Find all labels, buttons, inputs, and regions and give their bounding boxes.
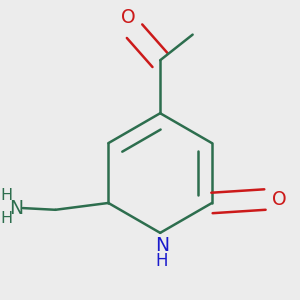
Text: O: O (121, 8, 136, 27)
Text: O: O (272, 190, 286, 209)
Text: N: N (9, 199, 23, 218)
Text: H: H (156, 252, 168, 270)
Text: N: N (155, 236, 169, 255)
Text: H: H (0, 188, 13, 202)
Text: H: H (0, 211, 13, 226)
